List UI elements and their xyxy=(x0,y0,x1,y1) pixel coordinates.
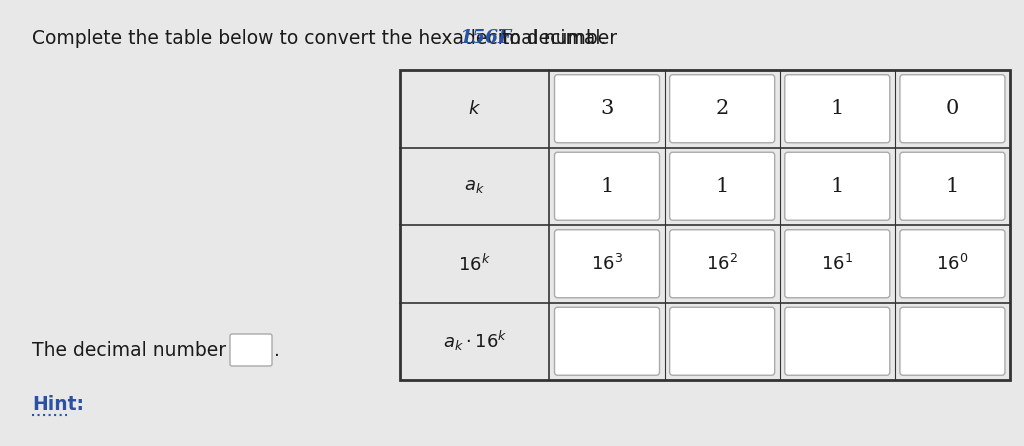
FancyBboxPatch shape xyxy=(784,230,890,298)
Text: 1: 1 xyxy=(830,177,844,196)
FancyBboxPatch shape xyxy=(784,152,890,220)
Text: 1: 1 xyxy=(600,177,613,196)
FancyBboxPatch shape xyxy=(670,230,775,298)
FancyBboxPatch shape xyxy=(555,75,659,143)
Text: $16^0$: $16^0$ xyxy=(936,254,969,274)
FancyBboxPatch shape xyxy=(670,307,775,375)
Text: to decimal.: to decimal. xyxy=(496,29,606,48)
Text: .: . xyxy=(274,340,280,359)
Text: 1: 1 xyxy=(830,99,844,118)
Text: 3: 3 xyxy=(600,99,613,118)
Text: The decimal number is: The decimal number is xyxy=(32,340,247,359)
FancyBboxPatch shape xyxy=(900,307,1005,375)
FancyBboxPatch shape xyxy=(784,75,890,143)
Text: 0: 0 xyxy=(946,99,959,118)
Text: 1: 1 xyxy=(716,177,729,196)
FancyBboxPatch shape xyxy=(784,307,890,375)
Text: Complete the table below to convert the hexadecimal number: Complete the table below to convert the … xyxy=(32,29,624,48)
FancyBboxPatch shape xyxy=(230,334,272,366)
Text: $16^1$: $16^1$ xyxy=(821,254,853,274)
Text: $a_k \cdot 16^k$: $a_k \cdot 16^k$ xyxy=(442,329,507,353)
Text: Hint:: Hint: xyxy=(32,396,84,414)
Text: 1: 1 xyxy=(946,177,959,196)
Text: $16^3$: $16^3$ xyxy=(591,254,623,274)
Text: $16^2$: $16^2$ xyxy=(707,254,738,274)
FancyBboxPatch shape xyxy=(670,152,775,220)
Text: 156F: 156F xyxy=(460,29,512,47)
FancyBboxPatch shape xyxy=(555,152,659,220)
Text: 2: 2 xyxy=(716,99,729,118)
FancyBboxPatch shape xyxy=(555,230,659,298)
FancyBboxPatch shape xyxy=(900,75,1005,143)
FancyBboxPatch shape xyxy=(900,230,1005,298)
Bar xyxy=(400,70,1010,380)
FancyBboxPatch shape xyxy=(670,75,775,143)
FancyBboxPatch shape xyxy=(555,307,659,375)
Text: $16^k$: $16^k$ xyxy=(459,253,492,274)
FancyBboxPatch shape xyxy=(900,152,1005,220)
Text: $a_k$: $a_k$ xyxy=(464,177,485,195)
Text: $k$: $k$ xyxy=(468,100,481,118)
